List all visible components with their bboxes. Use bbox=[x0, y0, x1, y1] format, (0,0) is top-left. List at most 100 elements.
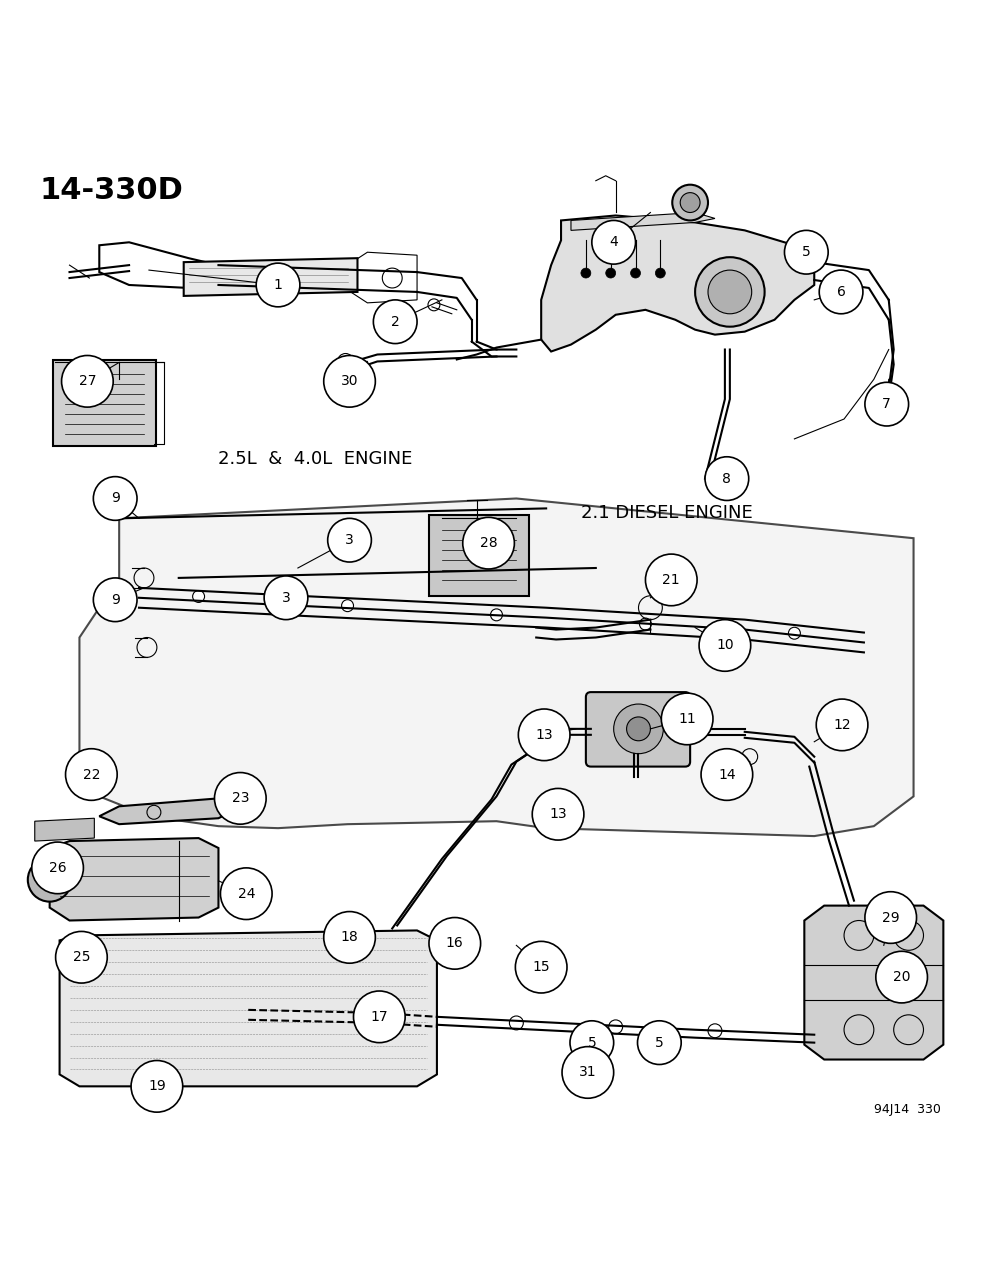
Circle shape bbox=[354, 991, 405, 1043]
Polygon shape bbox=[35, 819, 94, 842]
Circle shape bbox=[638, 1021, 681, 1065]
Circle shape bbox=[627, 717, 650, 741]
Polygon shape bbox=[79, 499, 914, 836]
Circle shape bbox=[491, 609, 502, 621]
Circle shape bbox=[865, 891, 917, 944]
Circle shape bbox=[788, 627, 800, 639]
Text: 3: 3 bbox=[346, 533, 354, 547]
Circle shape bbox=[592, 221, 636, 264]
Circle shape bbox=[876, 951, 927, 1003]
Text: 18: 18 bbox=[341, 931, 358, 945]
Text: 2.1 DIESEL ENGINE: 2.1 DIESEL ENGINE bbox=[581, 505, 753, 523]
Text: 14-330D: 14-330D bbox=[40, 176, 184, 205]
Text: 17: 17 bbox=[370, 1010, 388, 1024]
Text: 9: 9 bbox=[111, 593, 119, 607]
FancyBboxPatch shape bbox=[429, 515, 529, 595]
Circle shape bbox=[562, 1047, 614, 1098]
Circle shape bbox=[699, 620, 751, 671]
Text: 30: 30 bbox=[341, 375, 358, 389]
Circle shape bbox=[705, 456, 749, 501]
Text: 11: 11 bbox=[678, 711, 696, 725]
Circle shape bbox=[581, 268, 591, 278]
Circle shape bbox=[570, 1021, 614, 1065]
Circle shape bbox=[661, 694, 713, 745]
Circle shape bbox=[93, 578, 137, 622]
FancyBboxPatch shape bbox=[53, 361, 156, 446]
Circle shape bbox=[680, 193, 700, 213]
Text: 5: 5 bbox=[588, 1035, 596, 1049]
Polygon shape bbox=[804, 905, 943, 1060]
Text: 23: 23 bbox=[231, 792, 249, 806]
Circle shape bbox=[463, 518, 514, 569]
Circle shape bbox=[342, 599, 354, 612]
Circle shape bbox=[40, 870, 60, 890]
Circle shape bbox=[819, 270, 863, 314]
Circle shape bbox=[865, 382, 909, 426]
Circle shape bbox=[264, 576, 308, 620]
Circle shape bbox=[324, 912, 375, 963]
Circle shape bbox=[131, 1061, 183, 1112]
FancyBboxPatch shape bbox=[586, 692, 690, 766]
Text: 28: 28 bbox=[480, 537, 497, 551]
Circle shape bbox=[28, 858, 71, 901]
Text: 15: 15 bbox=[532, 960, 550, 974]
Text: 5: 5 bbox=[655, 1035, 663, 1049]
Circle shape bbox=[695, 258, 765, 326]
Circle shape bbox=[518, 709, 570, 761]
Circle shape bbox=[606, 268, 616, 278]
Circle shape bbox=[816, 699, 868, 751]
Circle shape bbox=[324, 356, 375, 407]
Circle shape bbox=[220, 868, 272, 919]
Circle shape bbox=[614, 704, 663, 754]
Text: 10: 10 bbox=[716, 639, 734, 653]
Circle shape bbox=[639, 618, 651, 630]
Text: 7: 7 bbox=[883, 397, 891, 411]
Polygon shape bbox=[184, 258, 357, 296]
Text: 21: 21 bbox=[662, 572, 680, 586]
Text: 27: 27 bbox=[78, 375, 96, 389]
Text: 29: 29 bbox=[882, 910, 900, 924]
Text: 22: 22 bbox=[82, 768, 100, 782]
Circle shape bbox=[515, 941, 567, 993]
Text: 4: 4 bbox=[610, 236, 618, 250]
Circle shape bbox=[429, 918, 481, 969]
Text: 24: 24 bbox=[237, 886, 255, 900]
Text: 13: 13 bbox=[549, 807, 567, 821]
Circle shape bbox=[214, 773, 266, 824]
Circle shape bbox=[708, 270, 752, 314]
Text: 12: 12 bbox=[833, 718, 851, 732]
Text: 2.5L  &  4.0L  ENGINE: 2.5L & 4.0L ENGINE bbox=[218, 450, 413, 468]
Text: 94J14  330: 94J14 330 bbox=[874, 1103, 940, 1116]
Circle shape bbox=[655, 268, 665, 278]
Circle shape bbox=[66, 748, 117, 801]
Circle shape bbox=[631, 268, 640, 278]
Polygon shape bbox=[99, 798, 238, 824]
Circle shape bbox=[708, 1024, 722, 1038]
Text: 2: 2 bbox=[391, 315, 399, 329]
Text: 16: 16 bbox=[446, 936, 464, 950]
Circle shape bbox=[509, 1016, 523, 1030]
Text: 14: 14 bbox=[718, 768, 736, 782]
Polygon shape bbox=[50, 838, 218, 921]
Circle shape bbox=[256, 263, 300, 307]
Text: 25: 25 bbox=[72, 950, 90, 964]
Circle shape bbox=[32, 842, 83, 894]
Text: 26: 26 bbox=[49, 861, 67, 875]
Polygon shape bbox=[60, 931, 437, 1086]
Circle shape bbox=[532, 788, 584, 840]
Circle shape bbox=[672, 185, 708, 221]
Text: 9: 9 bbox=[111, 491, 119, 505]
Circle shape bbox=[784, 231, 828, 274]
Polygon shape bbox=[541, 215, 814, 352]
Polygon shape bbox=[571, 213, 715, 231]
Circle shape bbox=[701, 748, 753, 801]
Circle shape bbox=[373, 300, 417, 343]
Text: 19: 19 bbox=[148, 1080, 166, 1094]
Text: 1: 1 bbox=[274, 278, 282, 292]
Circle shape bbox=[328, 519, 371, 562]
Circle shape bbox=[193, 590, 205, 603]
Circle shape bbox=[56, 932, 107, 983]
Text: 6: 6 bbox=[837, 284, 845, 298]
Text: 5: 5 bbox=[802, 245, 810, 259]
Circle shape bbox=[609, 1020, 623, 1034]
